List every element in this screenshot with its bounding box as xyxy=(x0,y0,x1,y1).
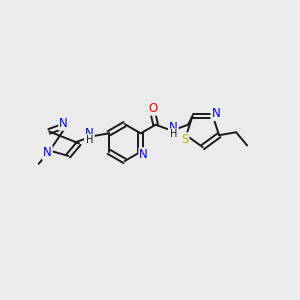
Text: O: O xyxy=(148,102,157,115)
Text: H: H xyxy=(169,129,177,139)
Text: methyl: methyl xyxy=(35,167,40,169)
Text: N: N xyxy=(139,148,148,161)
Text: N: N xyxy=(43,146,52,160)
Text: N: N xyxy=(212,107,220,120)
Text: N: N xyxy=(85,127,94,140)
Text: S: S xyxy=(181,133,188,146)
Text: N: N xyxy=(59,117,68,130)
Text: N: N xyxy=(169,121,178,134)
Text: H: H xyxy=(86,135,93,145)
